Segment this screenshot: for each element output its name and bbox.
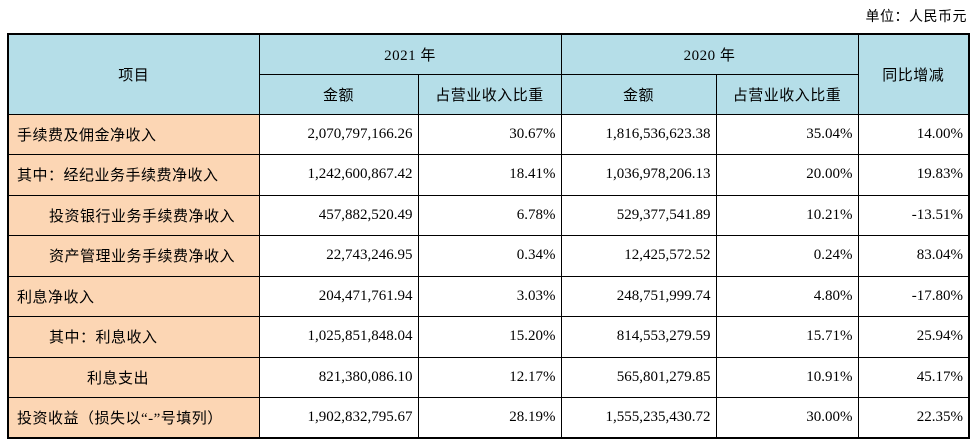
table-row: 投资收益（损失以“-”号填列） 1,902,832,795.67 28.19% … bbox=[7, 397, 970, 439]
ratio-2020: 35.04% bbox=[715, 113, 859, 155]
table-row: 资产管理业务手续费净收入 22,743,246.95 0.34% 12,425,… bbox=[7, 235, 970, 277]
col-header-amount-2020: 金额 bbox=[560, 73, 717, 115]
amount-2021: 821,380,086.10 bbox=[258, 356, 419, 398]
ratio-2021: 18.41% bbox=[417, 154, 562, 196]
ratio-2021: 28.19% bbox=[417, 397, 562, 439]
col-header-ratio-2020: 占营业收入比重 bbox=[715, 73, 859, 115]
yoy-change: 22.35% bbox=[857, 397, 970, 439]
amount-2020: 565,801,279.85 bbox=[560, 356, 717, 398]
table-row: 其中：经纪业务手续费净收入 1,242,600,867.42 18.41% 1,… bbox=[7, 154, 970, 196]
ratio-2021: 3.03% bbox=[417, 275, 562, 317]
amount-2021: 1,025,851,848.04 bbox=[258, 316, 419, 358]
unit-label: 单位：人民币元 bbox=[865, 10, 967, 25]
ratio-2020: 10.91% bbox=[715, 356, 859, 398]
yoy-change: 25.94% bbox=[857, 316, 970, 358]
col-header-ratio-2021: 占营业收入比重 bbox=[417, 73, 562, 115]
row-label: 其中：经纪业务手续费净收入 bbox=[7, 154, 260, 196]
amount-2021: 204,471,761.94 bbox=[258, 275, 419, 317]
yoy-change: 14.00% bbox=[857, 113, 970, 155]
ratio-2020: 0.24% bbox=[715, 235, 859, 277]
yoy-change: -17.80% bbox=[857, 275, 970, 317]
amount-2021: 2,070,797,166.26 bbox=[258, 113, 419, 155]
row-label: 投资银行业务手续费净收入 bbox=[7, 194, 260, 236]
table-header: 项目 2021 年 2020 年 同比增减 金额 占营业收入比重 金额 占营业收… bbox=[7, 33, 970, 115]
amount-2021: 1,902,832,795.67 bbox=[258, 397, 419, 439]
amount-2021: 1,242,600,867.42 bbox=[258, 154, 419, 196]
row-label: 手续费及佣金净收入 bbox=[7, 113, 260, 155]
ratio-2021: 6.78% bbox=[417, 194, 562, 236]
ratio-2020: 30.00% bbox=[715, 397, 859, 439]
amount-2020: 1,555,235,430.72 bbox=[560, 397, 717, 439]
financial-table: 项目 2021 年 2020 年 同比增减 金额 占营业收入比重 金额 占营业收… bbox=[7, 33, 971, 439]
row-label: 利息支出 bbox=[7, 356, 260, 398]
table-row: 利息支出 821,380,086.10 12.17% 565,801,279.8… bbox=[7, 356, 970, 398]
amount-2021: 22,743,246.95 bbox=[258, 235, 419, 277]
col-header-year-2020: 2020 年 bbox=[560, 33, 859, 75]
table-body: 手续费及佣金净收入 2,070,797,166.26 30.67% 1,816,… bbox=[7, 113, 970, 439]
amount-2020: 12,425,572.52 bbox=[560, 235, 717, 277]
table-row: 投资银行业务手续费净收入 457,882,520.49 6.78% 529,37… bbox=[7, 194, 970, 236]
col-header-amount-2021: 金额 bbox=[258, 73, 419, 115]
ratio-2020: 10.21% bbox=[715, 194, 859, 236]
amount-2020: 248,751,999.74 bbox=[560, 275, 717, 317]
ratio-2021: 0.34% bbox=[417, 235, 562, 277]
ratio-2021: 15.20% bbox=[417, 316, 562, 358]
amount-2020: 1,036,978,206.13 bbox=[560, 154, 717, 196]
ratio-2021: 30.67% bbox=[417, 113, 562, 155]
row-label: 其中：利息收入 bbox=[7, 316, 260, 358]
amount-2020: 1,816,536,623.38 bbox=[560, 113, 717, 155]
ratio-2020: 20.00% bbox=[715, 154, 859, 196]
row-label: 投资收益（损失以“-”号填列） bbox=[7, 397, 260, 439]
row-label: 资产管理业务手续费净收入 bbox=[7, 235, 260, 277]
yoy-change: 19.83% bbox=[857, 154, 970, 196]
yoy-change: 45.17% bbox=[857, 356, 970, 398]
table-row: 利息净收入 204,471,761.94 3.03% 248,751,999.7… bbox=[7, 275, 970, 317]
ratio-2020: 4.80% bbox=[715, 275, 859, 317]
col-header-item: 项目 bbox=[7, 33, 260, 115]
amount-2020: 529,377,541.89 bbox=[560, 194, 717, 236]
yoy-change: 83.04% bbox=[857, 235, 970, 277]
row-label: 利息净收入 bbox=[7, 275, 260, 317]
table-row: 手续费及佣金净收入 2,070,797,166.26 30.67% 1,816,… bbox=[7, 113, 970, 155]
ratio-2020: 15.71% bbox=[715, 316, 859, 358]
yoy-change: -13.51% bbox=[857, 194, 970, 236]
amount-2021: 457,882,520.49 bbox=[258, 194, 419, 236]
col-header-year-2021: 2021 年 bbox=[258, 33, 562, 75]
col-header-yoy: 同比增减 bbox=[857, 33, 970, 115]
amount-2020: 814,553,279.59 bbox=[560, 316, 717, 358]
table-row: 其中：利息收入 1,025,851,848.04 15.20% 814,553,… bbox=[7, 316, 970, 358]
ratio-2021: 12.17% bbox=[417, 356, 562, 398]
